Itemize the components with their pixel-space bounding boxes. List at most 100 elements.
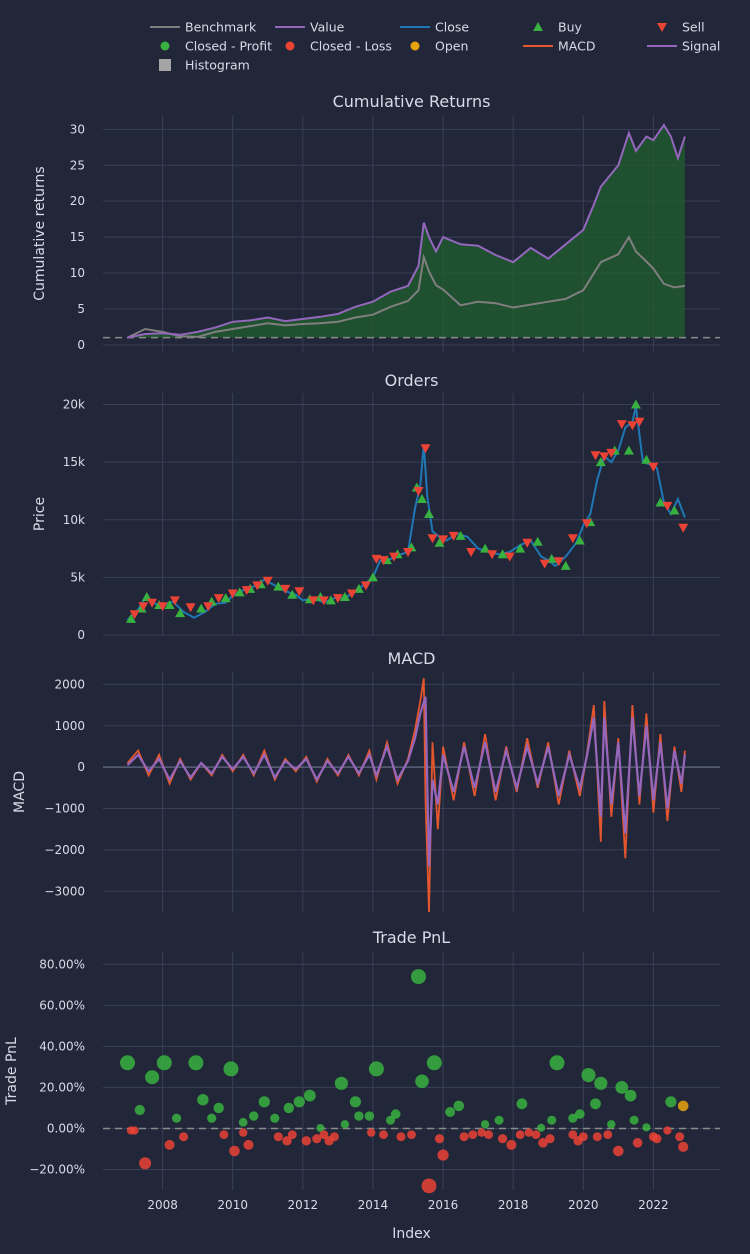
buy-marker [234, 587, 245, 597]
loss-trade-point [678, 1141, 689, 1152]
loss-trade-point [301, 1136, 311, 1146]
loss-trade-point [273, 1132, 283, 1142]
buy-marker [515, 543, 526, 553]
sell-marker [147, 598, 158, 608]
buy-marker [669, 505, 680, 515]
y-tick-label: −20.00% [29, 1162, 85, 1176]
legend-item: Closed - Loss [285, 39, 392, 54]
sell-marker [157, 602, 168, 612]
y-tick-label: 0.00% [47, 1121, 85, 1135]
loss-trade-point [434, 1134, 445, 1144]
legend-dot-icon [285, 41, 295, 51]
loss-trade-point [459, 1132, 469, 1142]
profit-trade-point [207, 1113, 217, 1123]
profit-trade-point [549, 1055, 565, 1071]
legend-triangle-up-icon [533, 22, 543, 31]
legend: Benchmark Value Close Buy Sell Closed - Profi… [150, 20, 720, 73]
profit-trade-point [249, 1111, 259, 1121]
x-tick-label: 2010 [217, 1198, 248, 1212]
x-tick-label: 2016 [428, 1198, 459, 1212]
y-tick-label: 1000 [54, 719, 85, 733]
profit-trade-point [590, 1098, 601, 1110]
profit-trade-point [386, 1115, 395, 1125]
y-tick-label: 30 [70, 122, 85, 136]
legend-triangle-down-icon [657, 23, 667, 32]
value-area-fill [127, 125, 685, 338]
loss-trade-point [421, 1178, 437, 1194]
profit-trade-point [615, 1081, 629, 1094]
sell-marker [262, 576, 273, 586]
profit-trade-point [624, 1089, 637, 1102]
y-tick-label: 2000 [54, 677, 85, 691]
x-tick-label: 2012 [288, 1198, 319, 1212]
panel-orders: 0 5k 10k 15k 20k Orders Price [32, 371, 720, 642]
loss-trade-point [592, 1132, 602, 1142]
buy-marker [196, 603, 207, 613]
profit-trade-point [607, 1120, 616, 1129]
legend-dot-icon [410, 41, 420, 51]
loss-trade-point [675, 1132, 685, 1142]
sell-marker [413, 487, 424, 496]
loss-trade-point [652, 1134, 662, 1144]
profit-trade-point [293, 1096, 305, 1108]
buy-marker [455, 530, 466, 540]
y-tick-label: 20.00% [39, 1080, 85, 1094]
sell-marker [308, 596, 319, 606]
sell-marker [241, 586, 252, 596]
y-tick-label: 10 [70, 266, 85, 280]
x-tick-label: 2020 [568, 1198, 599, 1212]
profit-trade-point [516, 1098, 528, 1110]
profit-trade-point [411, 969, 426, 985]
loss-trade-point [568, 1130, 578, 1139]
sell-marker [420, 444, 431, 454]
buy-marker [126, 613, 136, 623]
profit-trade-point [283, 1102, 294, 1114]
loss-trade-point [239, 1128, 248, 1137]
profit-trade-point [594, 1076, 608, 1090]
panels: 0 5 10 15 20 25 30 Cumulative Returns Cumulative… [4, 92, 720, 1194]
sell-marker [318, 596, 329, 606]
legend-item: Buy [533, 20, 582, 35]
sell-marker [616, 420, 627, 430]
loss-trade-point [319, 1130, 329, 1139]
profit-trade-point [172, 1113, 182, 1123]
buy-marker [574, 535, 585, 545]
loss-trade-point [379, 1130, 388, 1139]
y-tick-label: 0 [77, 760, 85, 774]
y-tick-label: −2000 [44, 843, 85, 857]
sell-marker [581, 519, 592, 529]
legend-item: Benchmark [150, 20, 257, 35]
buy-marker [164, 600, 175, 609]
sell-marker [169, 596, 180, 606]
buy-marker [655, 497, 666, 507]
profit-trade-point [349, 1096, 361, 1108]
legend-item: Sell [657, 20, 705, 35]
sell-marker [427, 534, 438, 544]
legend-label: Value [310, 20, 345, 35]
legend-label: Closed - Profit [185, 39, 272, 54]
loss-trade-point [578, 1132, 588, 1142]
buy-marker [623, 445, 634, 455]
legend-item: Close [400, 20, 469, 35]
profit-trade-point [258, 1096, 270, 1108]
legend-label: Histogram [185, 58, 250, 73]
close-price-line [126, 406, 686, 621]
buy-marker [339, 592, 350, 601]
loss-trade-point [367, 1128, 376, 1137]
buy-marker [497, 549, 508, 559]
legend-item: Histogram [159, 58, 250, 73]
y-tick-label: 25 [70, 158, 85, 172]
buy-marker [175, 608, 186, 618]
y-tick-label: 5 [77, 302, 85, 316]
y-tick-label: 40.00% [39, 1039, 85, 1053]
buy-marker [546, 553, 557, 563]
sell-marker [627, 421, 638, 431]
sell-marker [599, 452, 610, 462]
loss-trade-point [632, 1138, 643, 1148]
y-tick-label: −1000 [44, 802, 85, 816]
sell-marker [662, 501, 673, 511]
profit-trade-point [575, 1109, 585, 1119]
y-tick-label: 10k [63, 513, 85, 527]
sell-marker [227, 589, 238, 599]
